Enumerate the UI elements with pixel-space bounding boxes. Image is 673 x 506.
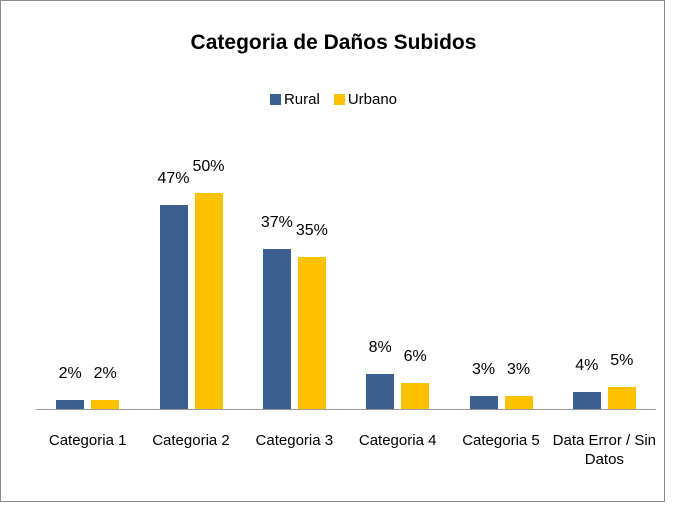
x-tick-label: Categoria 1	[48, 432, 127, 449]
x-tick-label: Categoria 4	[358, 432, 437, 449]
bar	[469, 396, 498, 409]
legend-item: Urbano	[333, 91, 398, 108]
data-label: 5%	[610, 352, 634, 370]
bar	[572, 391, 601, 409]
data-label: 2%	[58, 365, 82, 383]
data-label: 47%	[157, 170, 190, 188]
x-tick-label: Data Error / Sin Datos	[552, 432, 657, 468]
data-label: 3%	[506, 361, 531, 378]
data-label: 3%	[471, 361, 496, 378]
bar	[262, 248, 291, 409]
data-label: 2%	[93, 365, 117, 383]
bar	[159, 205, 188, 409]
data-label: 35%	[295, 222, 328, 240]
data-label: 50%	[192, 157, 225, 175]
legend-item: Rural	[269, 91, 320, 108]
data-label: 37%	[260, 213, 293, 231]
bar	[366, 374, 395, 409]
bar	[401, 383, 430, 409]
bar	[91, 400, 120, 409]
x-tick-label: Categoria 3	[255, 432, 334, 449]
bar	[607, 387, 636, 409]
bar	[504, 396, 533, 409]
bar	[194, 192, 223, 409]
legend-label: Urbano	[347, 91, 398, 108]
legend-swatch	[333, 94, 345, 105]
data-label: 6%	[403, 348, 427, 366]
x-axis-line	[36, 409, 656, 410]
bar	[56, 400, 85, 409]
data-label: 8%	[368, 339, 392, 357]
legend-label: Rural	[283, 91, 320, 108]
data-label: 4%	[575, 356, 599, 374]
x-tick-label: Categoria 2	[152, 432, 230, 449]
legend: Rural Urbano	[1, 91, 666, 108]
x-tick-label: Categoria 5	[462, 432, 540, 449]
chart-title: Categoria de Daños Subidos	[190, 31, 477, 54]
bar	[297, 257, 326, 409]
legend-swatch	[269, 94, 281, 105]
